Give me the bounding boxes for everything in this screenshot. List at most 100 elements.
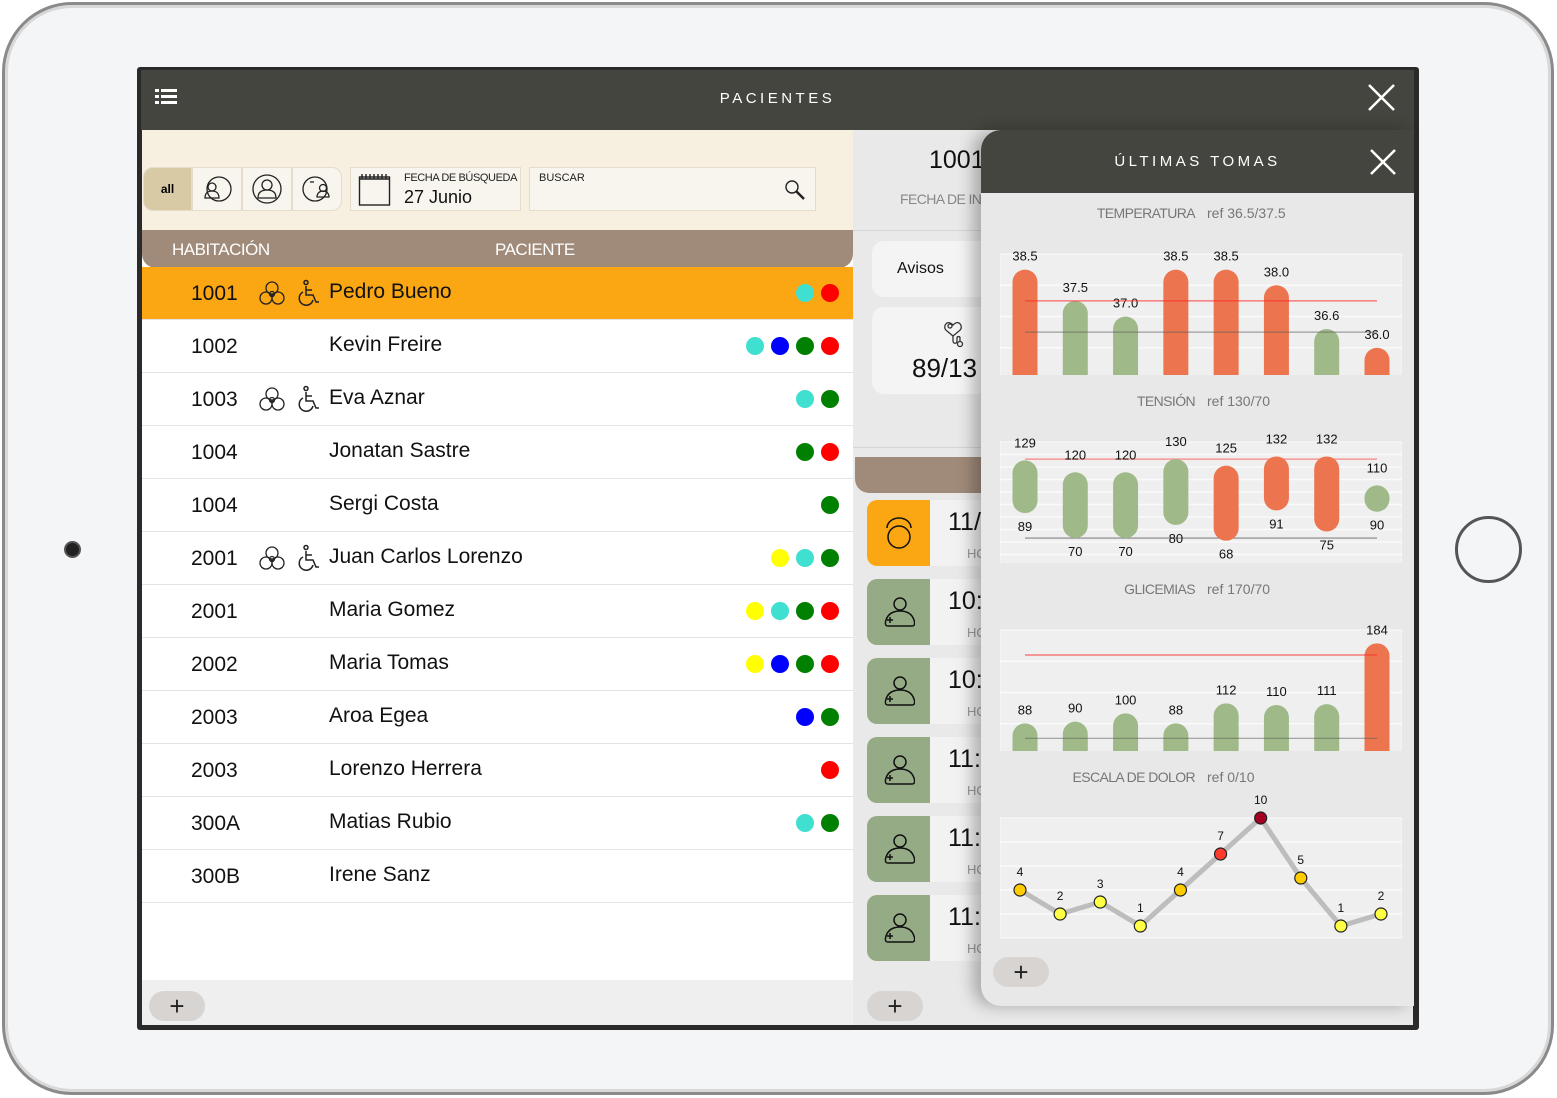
filter-status-button[interactable] bbox=[292, 167, 342, 211]
status-dot-yellow bbox=[746, 655, 764, 673]
table-row[interactable]: 300B Irene Sanz bbox=[142, 850, 853, 903]
pain-line bbox=[1018, 815, 1382, 929]
diastolic-label: 70 bbox=[1068, 544, 1082, 559]
wheelchair-icon bbox=[295, 385, 323, 413]
systolic-label: 132 bbox=[1316, 431, 1338, 446]
table-row[interactable]: 1004 Jonatan Sastre bbox=[142, 426, 853, 479]
calendar-icon bbox=[358, 174, 391, 206]
blood-pressure-chart: 129 89 120 70 120 70 130 80 125 68 132 91 132 75 110 90 bbox=[1000, 431, 1402, 563]
range-bar bbox=[1113, 472, 1139, 539]
systolic-label: 120 bbox=[1115, 447, 1137, 462]
status-dot-cyan bbox=[796, 549, 814, 567]
table-row[interactable]: 2003 Aroa Egea bbox=[142, 691, 853, 744]
wheelchair-icon bbox=[295, 279, 323, 307]
close-icon[interactable] bbox=[1368, 84, 1395, 111]
table-row[interactable]: 2001 Maria Gomez bbox=[142, 585, 853, 638]
bar bbox=[1062, 300, 1088, 375]
patient-name: Kevin Freire bbox=[329, 333, 443, 356]
search-input[interactable]: BUSCAR bbox=[529, 167, 816, 211]
patient-name: Lorenzo Herrera bbox=[329, 757, 482, 780]
patient-name: Jonatan Sastre bbox=[329, 439, 471, 462]
table-row[interactable]: 1001 Pedro Bueno bbox=[142, 267, 853, 320]
status-dots bbox=[746, 602, 839, 620]
filter-group-button[interactable] bbox=[192, 167, 242, 211]
data-point bbox=[1133, 919, 1147, 933]
plot-area bbox=[1000, 441, 1402, 563]
status-dots bbox=[796, 708, 839, 726]
data-label: 38.0 bbox=[1264, 264, 1289, 279]
data-label: 5 bbox=[1297, 853, 1304, 867]
ring-icon bbox=[867, 500, 930, 566]
data-point bbox=[1093, 895, 1107, 909]
room-number: 1001 bbox=[191, 282, 238, 305]
add-patient-button[interactable]: + bbox=[149, 991, 205, 1021]
detail-room: 1001 bbox=[929, 146, 985, 174]
biohazard-icon bbox=[258, 279, 286, 307]
add-measurement-button[interactable]: + bbox=[993, 957, 1049, 987]
column-room[interactable]: HABITACIÓN bbox=[172, 240, 270, 259]
data-point bbox=[1173, 883, 1188, 897]
status-dot-red bbox=[821, 761, 839, 779]
data-label: 100 bbox=[1115, 692, 1137, 707]
status-dot-red bbox=[821, 655, 839, 673]
bar bbox=[1314, 704, 1340, 751]
table-row[interactable]: 1002 Kevin Freire bbox=[142, 320, 853, 373]
overlay-header: ÚLTIMAS TOMAS bbox=[981, 130, 1414, 193]
glucose-chart: 88 90 100 88 112 110 111 184 bbox=[1000, 622, 1402, 751]
bar bbox=[1113, 713, 1139, 751]
filter-patient-button[interactable] bbox=[242, 167, 292, 211]
bar bbox=[1012, 269, 1038, 375]
diastolic-label: 91 bbox=[1269, 516, 1283, 531]
table-row[interactable]: 300A Matias Rubio bbox=[142, 797, 853, 850]
table-row[interactable]: 1004 Sergi Costa bbox=[142, 479, 853, 532]
data-point bbox=[1334, 919, 1348, 933]
status-dots bbox=[821, 761, 839, 779]
data-label: 36.6 bbox=[1314, 308, 1339, 323]
nurse-icon bbox=[867, 895, 930, 961]
data-label: 88 bbox=[1169, 702, 1183, 717]
close-icon[interactable] bbox=[1370, 149, 1396, 175]
range-bar bbox=[1163, 459, 1189, 525]
nurse-icon bbox=[867, 579, 930, 645]
bar bbox=[1213, 269, 1239, 375]
search-icon[interactable] bbox=[784, 179, 806, 201]
data-label: 90 bbox=[1068, 701, 1082, 716]
overlay-title: ÚLTIMAS TOMAS bbox=[1114, 153, 1281, 170]
room-number: 2003 bbox=[191, 706, 238, 729]
range-bar bbox=[1213, 465, 1239, 541]
patients-group-icon bbox=[204, 176, 232, 202]
list-icon[interactable] bbox=[155, 88, 177, 106]
patient-name: Irene Sanz bbox=[329, 863, 431, 886]
data-label: 37.5 bbox=[1063, 280, 1088, 295]
biohazard-icon bbox=[258, 385, 286, 413]
room-number: 2001 bbox=[191, 600, 238, 623]
bar bbox=[1213, 703, 1239, 751]
column-patient[interactable]: PACIENTE bbox=[495, 240, 575, 259]
table-row[interactable]: 2003 Lorenzo Herrera bbox=[142, 744, 853, 797]
home-button[interactable] bbox=[1455, 516, 1522, 583]
systolic-label: 125 bbox=[1215, 441, 1237, 456]
table-row[interactable]: 2002 Maria Tomas bbox=[142, 638, 853, 691]
systolic-label: 132 bbox=[1266, 431, 1288, 446]
data-label: 7 bbox=[1217, 829, 1224, 843]
table-row[interactable]: 2001 Juan Carlos Lorenzo bbox=[142, 532, 853, 585]
date-picker[interactable]: FECHA DE BÚSQUEDA 27 Junio bbox=[350, 167, 521, 211]
wheelchair-icon bbox=[295, 544, 323, 572]
table-row[interactable]: 1003 Eva Aznar bbox=[142, 373, 853, 426]
pain-scale-chart: 4 2 3 1 4 7 10 5 1 2 bbox=[1000, 793, 1402, 939]
status-dot-green bbox=[796, 602, 814, 620]
filter-all-button[interactable]: all bbox=[143, 167, 192, 211]
diastolic-label: 75 bbox=[1319, 537, 1333, 552]
ultimas-tomas-panel: ÚLTIMAS TOMAS TEMPERATURA ref 36.5/37.5 T… bbox=[981, 130, 1414, 1006]
room-number: 1004 bbox=[191, 441, 238, 464]
data-point bbox=[1294, 871, 1308, 885]
data-label: 184 bbox=[1366, 622, 1388, 637]
add-activity-button[interactable]: + bbox=[867, 991, 923, 1021]
status-dot-green bbox=[821, 549, 839, 567]
patient-name: Maria Gomez bbox=[329, 598, 456, 621]
bar bbox=[1163, 723, 1189, 751]
data-point bbox=[1013, 883, 1027, 897]
status-dot-red bbox=[821, 602, 839, 620]
data-point bbox=[1213, 847, 1228, 861]
status-dot-green bbox=[821, 390, 839, 408]
